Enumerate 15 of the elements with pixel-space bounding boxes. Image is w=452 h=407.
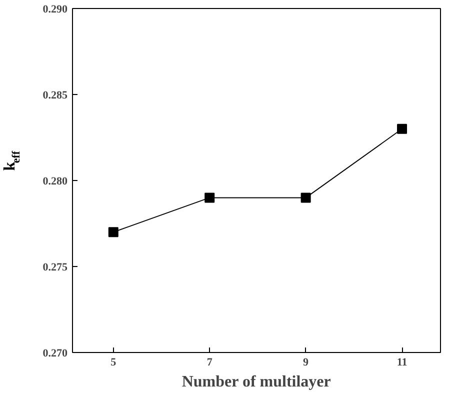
point — [397, 124, 408, 134]
y-tick-label: 0.275 — [42, 262, 68, 274]
x-tick-label: 5 — [110, 356, 117, 368]
point — [300, 192, 311, 203]
x-tick-label: 7 — [206, 356, 213, 368]
x-tick-label: 9 — [303, 356, 310, 368]
y-tick-label: 0.280 — [42, 176, 68, 188]
y-tick-label: 0.270 — [42, 348, 68, 360]
point — [204, 192, 215, 203]
y-axis-title: keff — [2, 150, 22, 171]
x-tick-label: 11 — [396, 356, 408, 368]
y-tick-label: 0.285 — [42, 90, 68, 102]
point — [108, 227, 118, 238]
y-tick-label: 0.290 — [42, 4, 68, 16]
x-axis-title: Number of multilayer — [182, 374, 331, 390]
